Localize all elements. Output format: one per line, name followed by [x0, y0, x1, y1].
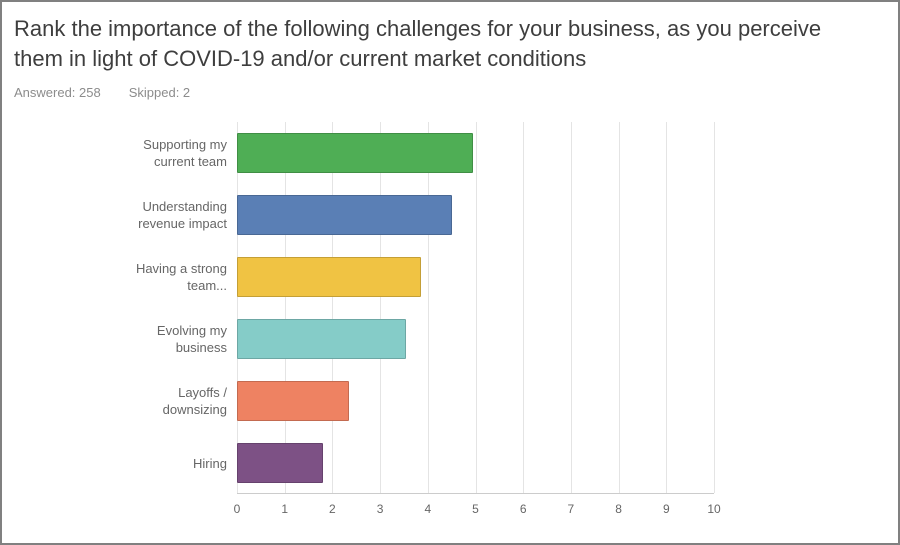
gridline [666, 122, 668, 494]
x-tick-label: 4 [424, 502, 432, 517]
x-tick-label: 2 [329, 502, 336, 517]
bar-row [237, 308, 714, 370]
bar-row [237, 370, 714, 432]
x-tick-label: 6 [519, 502, 527, 517]
x-tick-label: 8 [615, 502, 622, 517]
x-tick-label: 7 [567, 502, 575, 517]
gridline [714, 122, 715, 494]
x-axis: 0 1 2 3 4 5 6 7 8 9 10 [233, 494, 721, 520]
category-label: Supporting my current team [143, 136, 227, 170]
gridline [570, 122, 572, 494]
gridline [618, 122, 620, 494]
x-tick-label: 3 [376, 502, 384, 517]
x-tick-label: 9 [662, 502, 670, 517]
bar [237, 319, 407, 360]
answered-count: Answered: 258 [14, 85, 101, 101]
category-label: Understanding revenue impact [138, 198, 227, 232]
x-tick-label: 1 [281, 502, 289, 517]
bar-row [237, 122, 714, 184]
gridline [380, 122, 382, 494]
x-tick-label: 5 [472, 502, 479, 517]
category-label: Layoffs / downsizing [162, 384, 227, 418]
bar-row [237, 246, 714, 308]
gridline [475, 122, 477, 494]
gridline [427, 122, 429, 494]
bar-row [237, 432, 714, 494]
bar [237, 133, 474, 174]
category-label: Evolving my business [156, 322, 227, 356]
gridline [523, 122, 525, 494]
page-title: Rank the importance of the following cha… [14, 16, 822, 71]
response-stats: Answered: 258 Skipped: 2 [14, 85, 882, 100]
x-tick-label: 0 [233, 502, 241, 517]
bar [237, 381, 350, 422]
category-labels: Supporting my current team Understanding … [127, 122, 237, 520]
bar-row [237, 184, 714, 246]
plot-area [237, 122, 715, 495]
x-tick-label: 10 [707, 502, 721, 517]
plot-wrap: 0 1 2 3 4 5 6 7 8 9 10 [233, 122, 721, 520]
bar [237, 195, 452, 236]
gridline [237, 122, 238, 494]
bar [237, 443, 323, 484]
gridline [332, 122, 334, 494]
category-label: Having a strong team... [135, 260, 227, 294]
skipped-count: Skipped: 2 [128, 85, 191, 101]
gridline [284, 122, 286, 494]
bar [237, 257, 421, 298]
bar-chart: Supporting my current team Understanding … [2, 122, 898, 520]
category-label: Hiring [193, 455, 227, 471]
